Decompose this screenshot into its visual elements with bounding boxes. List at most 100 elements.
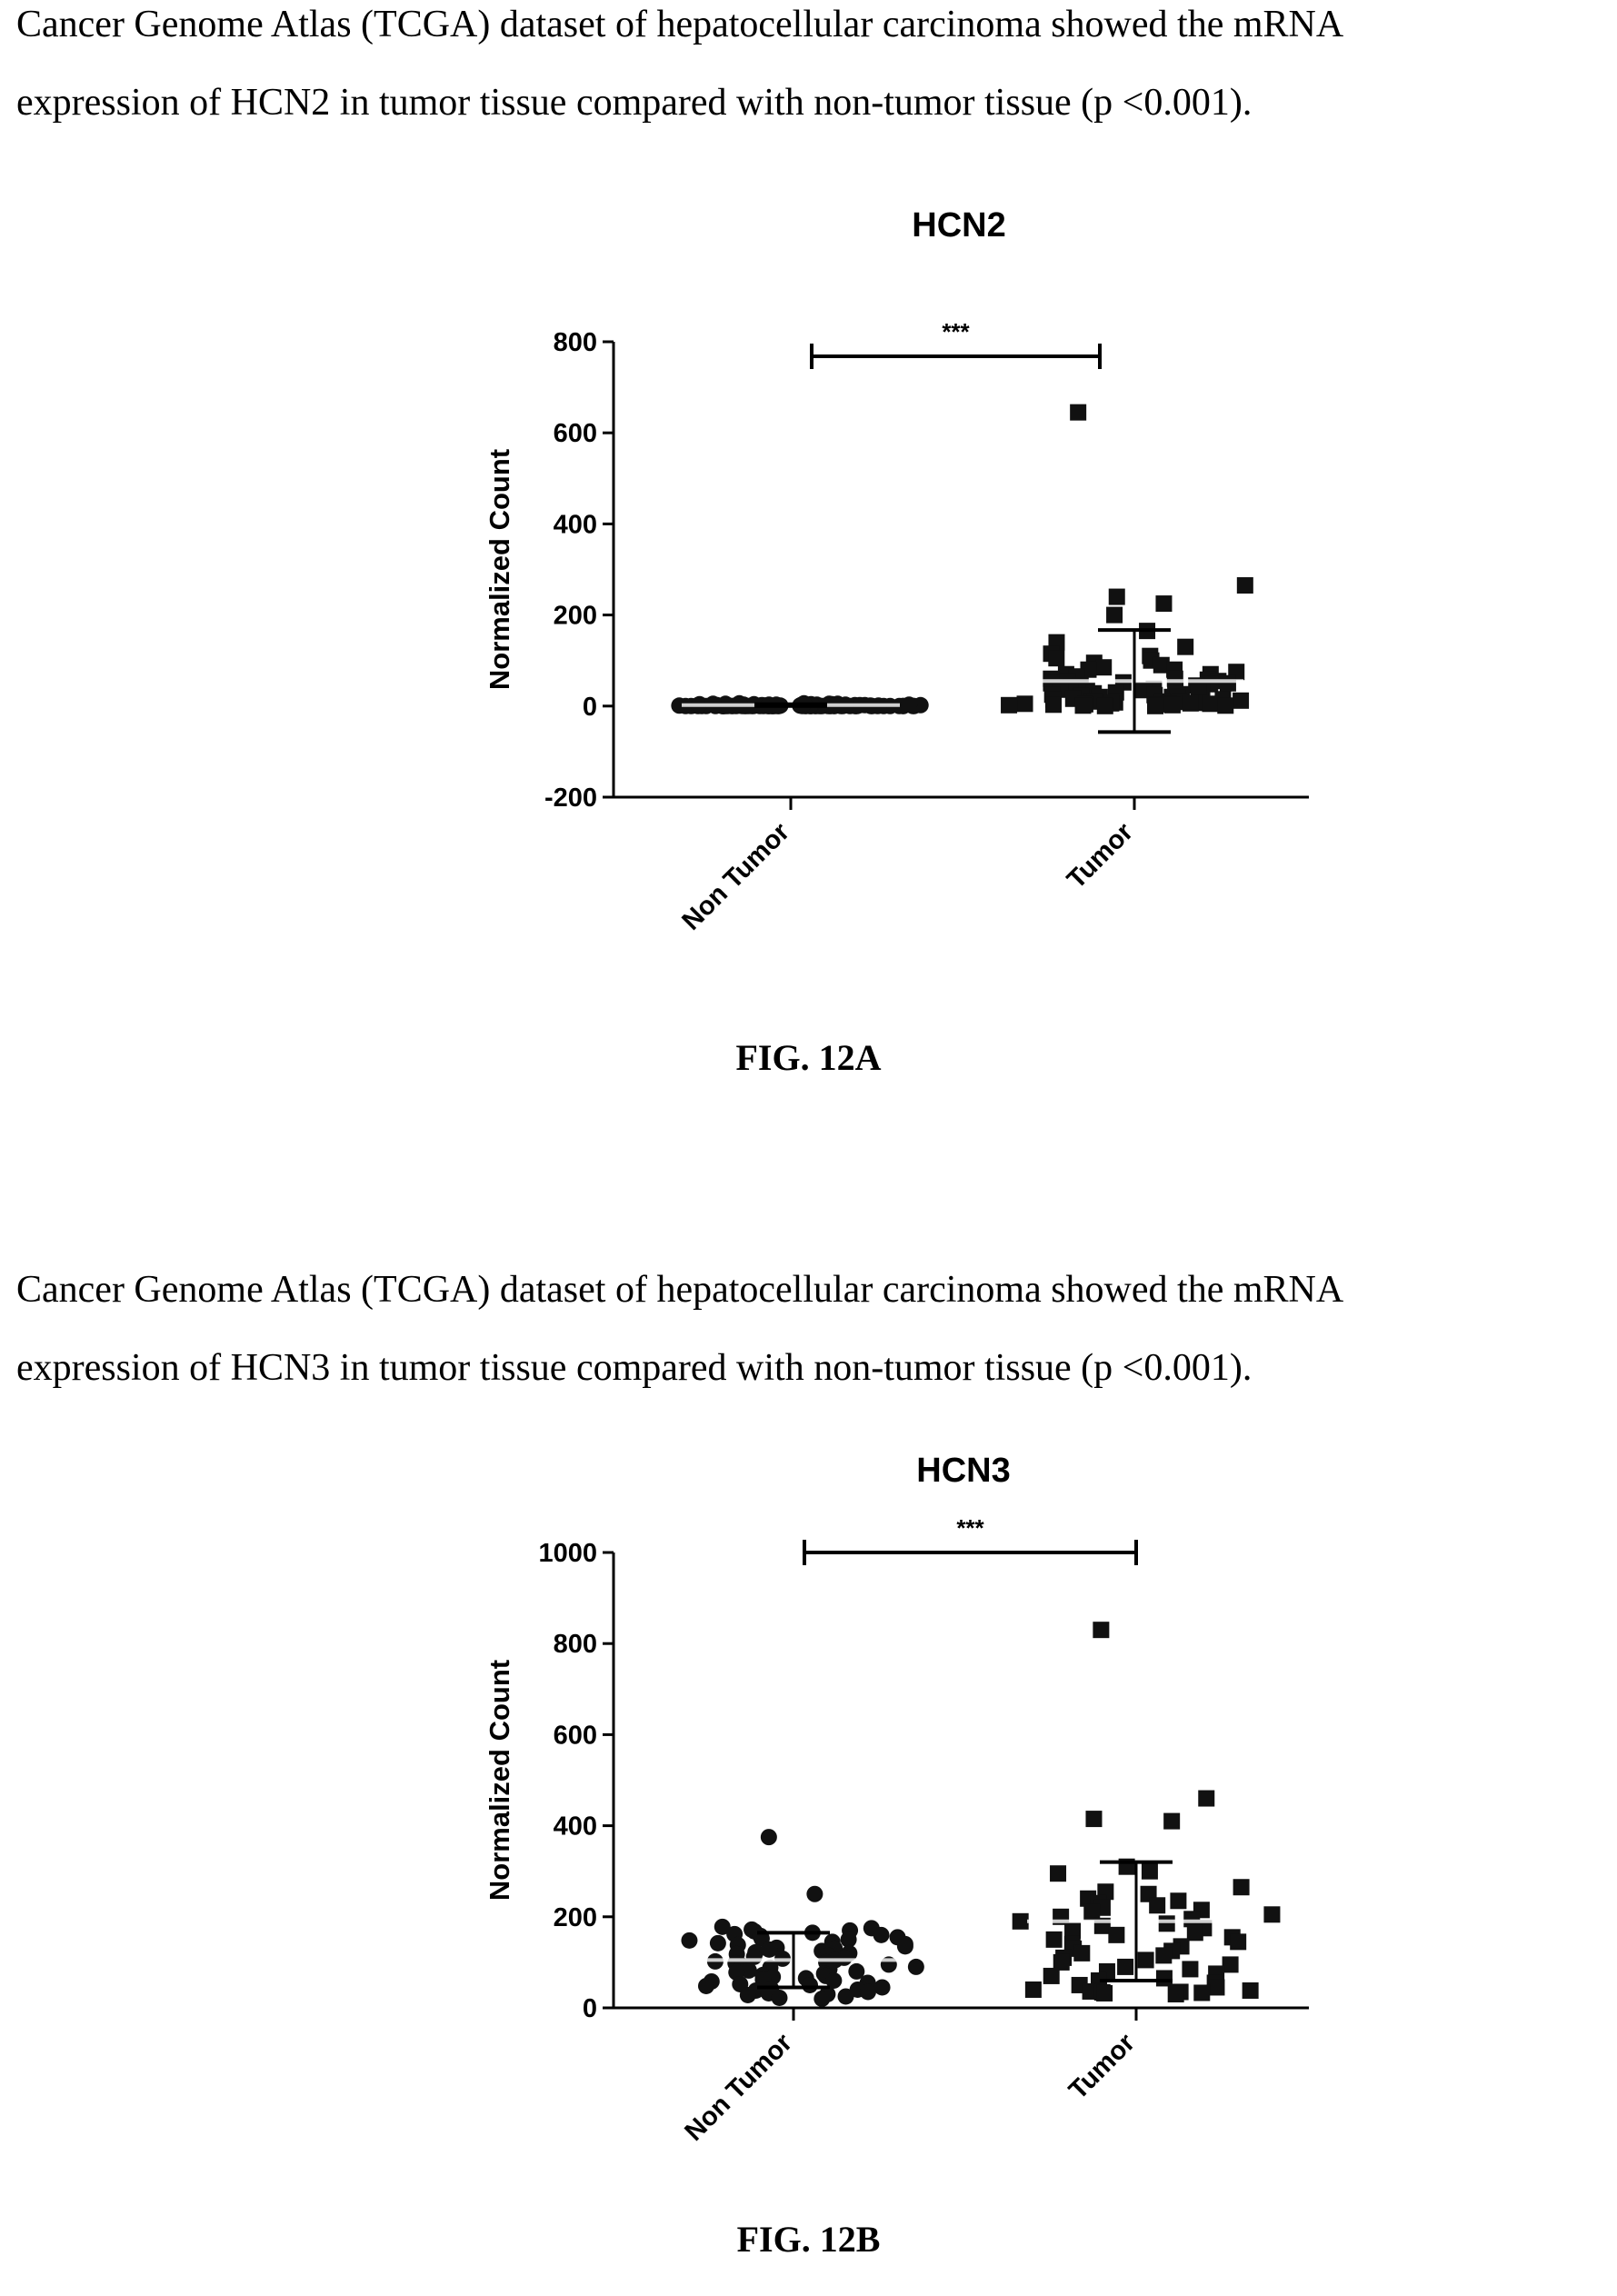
data-point: [1242, 1982, 1259, 1999]
data-point: [1001, 696, 1018, 714]
y-tick-label: 200: [554, 602, 597, 631]
data-point: [1141, 1862, 1158, 1880]
data-point: [873, 1926, 890, 1943]
data-point: [1153, 656, 1170, 674]
data-point: [1219, 674, 1236, 692]
data-point: [1186, 1924, 1203, 1942]
data-point: [1147, 697, 1164, 714]
caption-line: Cancer Genome Atlas (TCGA) dataset of he…: [16, 4, 1344, 45]
y-tick-label: 0: [583, 693, 597, 722]
data-point: [813, 1990, 831, 2007]
data-point: [1163, 696, 1181, 714]
data-point: [1106, 606, 1123, 624]
data-point: [1167, 1985, 1184, 2002]
x-tick-label: Tumor: [1062, 817, 1139, 894]
data-point: [873, 1979, 891, 1996]
data-point: [1108, 1926, 1125, 1943]
caption-figure-b: Cancer Genome Atlas (TCGA) dataset of he…: [16, 1251, 1607, 1407]
data-point: [1048, 650, 1065, 667]
data-point: [825, 1972, 843, 1989]
x-tick-label: Non Tumor: [676, 817, 794, 935]
data-point: [1155, 1947, 1173, 1964]
data-point: [840, 1931, 857, 1948]
y-tick-label: 200: [554, 1903, 597, 1932]
data-point: [1170, 1892, 1187, 1910]
data-point: [1043, 1967, 1060, 1984]
data-point: [1177, 638, 1194, 655]
data-point: [859, 1983, 876, 2001]
data-point: [731, 694, 748, 712]
data-point: [1074, 697, 1092, 714]
y-tick-label: 800: [554, 1630, 597, 1659]
caption-line: expression of HCN3 in tumor tissue compa…: [16, 1347, 1253, 1389]
data-point: [1193, 1984, 1211, 2002]
y-tick-label: 600: [554, 419, 597, 448]
y-axis-label: Normalized Count: [484, 449, 515, 690]
data-point: [1073, 1944, 1091, 1962]
data-point: [1096, 697, 1113, 714]
y-tick-label: 400: [554, 510, 597, 539]
data-point: [1198, 1790, 1215, 1807]
data-point: [837, 1988, 854, 2005]
data-point: [740, 1962, 757, 1979]
data-point: [760, 1829, 777, 1846]
data-point: [671, 697, 688, 714]
chart-hcn3: HCN3 0 200 400 600 800 1000 Normalized Count Non…: [484, 1452, 1309, 2147]
x-tick-label: Non Tumor: [679, 2028, 797, 2146]
significance-label: ***: [942, 318, 970, 345]
significance-label: ***: [956, 1514, 984, 1542]
data-point: [714, 1918, 731, 1935]
data-point: [1230, 1933, 1247, 1951]
data-point: [1117, 1958, 1134, 1975]
data-point: [1064, 1922, 1082, 1939]
data-point: [912, 696, 929, 714]
y-tick-label: 600: [554, 1721, 597, 1750]
data-point: [771, 1989, 788, 2006]
data-point: [1155, 595, 1173, 613]
data-point: [1070, 404, 1087, 421]
data-point: [1263, 1906, 1281, 1923]
data-point: [848, 1962, 865, 1980]
x-tick-label: Tumor: [1063, 2028, 1141, 2105]
data-point: [1155, 1970, 1173, 1987]
data-point: [907, 1958, 924, 1975]
data-point: [1095, 659, 1113, 676]
caption-line: Cancer Genome Atlas (TCGA) dataset of he…: [16, 1269, 1344, 1311]
data-point: [681, 1932, 698, 1949]
data-point: [1233, 692, 1250, 709]
data-point: [1024, 1981, 1042, 1998]
chart-title: HCN2: [912, 206, 1005, 245]
data-point: [1222, 1956, 1239, 1973]
figure-label-12a: FIG. 12A: [735, 1037, 882, 1078]
data-point: [1083, 1903, 1101, 1921]
data-point: [1233, 1879, 1250, 1896]
data-point: [1208, 1979, 1225, 1996]
data-point: [1093, 1622, 1110, 1639]
caption-line: expression of HCN2 in tumor tissue compa…: [16, 82, 1253, 124]
figure-label-12b: FIG. 12B: [736, 2219, 881, 2260]
data-point: [806, 1885, 823, 1902]
data-point: [802, 1976, 819, 1993]
y-tick-label: -200: [544, 784, 597, 813]
data-point: [761, 1941, 778, 1958]
data-point: [1096, 1984, 1113, 2002]
data-point: [1108, 588, 1125, 605]
data-point: [1182, 694, 1199, 712]
data-point: [1012, 1912, 1029, 1930]
y-tick-label: 0: [583, 1994, 597, 2023]
data-point: [1085, 1811, 1103, 1828]
y-axis-label: Normalized Count: [484, 1660, 515, 1901]
data-point: [1217, 697, 1234, 714]
data-point: [901, 696, 918, 714]
y-tick-label: 400: [554, 1812, 597, 1842]
y-tick-label: 800: [554, 328, 597, 357]
chart-title: HCN3: [916, 1452, 1010, 1490]
data-point: [1149, 1897, 1166, 1914]
data-point: [1236, 577, 1253, 594]
chart-hcn2: HCN2 -200 0 200 400 600 800 Normalized Count Non…: [484, 206, 1309, 936]
data-point: [709, 1934, 726, 1952]
data-point: [739, 1986, 756, 2003]
data-point: [1050, 1865, 1067, 1882]
data-point: [896, 1938, 913, 1955]
data-point: [1045, 696, 1063, 714]
